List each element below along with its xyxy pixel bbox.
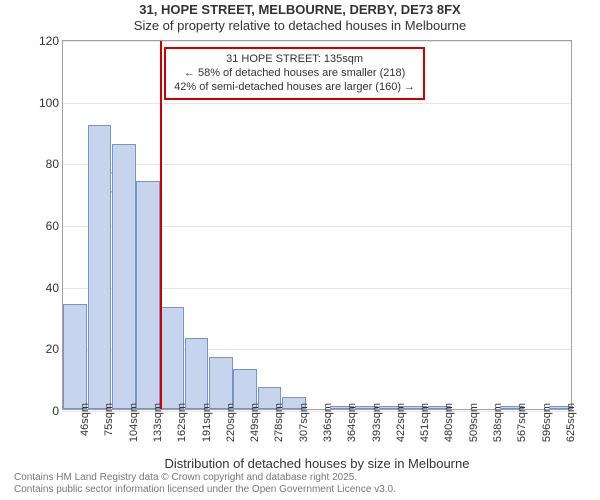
y-tick-label: 40 bbox=[33, 281, 59, 295]
credits: Contains HM Land Registry data © Crown c… bbox=[14, 472, 396, 496]
x-axis-label: Distribution of detached houses by size … bbox=[63, 456, 571, 471]
y-tick-label: 60 bbox=[33, 219, 59, 233]
x-tick-label: 480sqm bbox=[443, 403, 455, 442]
y-tick-label: 80 bbox=[33, 157, 59, 171]
marker-line bbox=[160, 41, 162, 409]
annotation-line: ← 58% of detached houses are smaller (21… bbox=[174, 67, 415, 81]
credits-line2: Contains public sector information licen… bbox=[14, 484, 396, 496]
y-tick-label: 100 bbox=[33, 96, 59, 110]
gridline bbox=[63, 164, 571, 165]
x-tick-label: 567sqm bbox=[516, 403, 528, 442]
histogram-bar bbox=[88, 125, 112, 409]
gridline bbox=[63, 103, 571, 104]
histogram-bar bbox=[160, 307, 184, 409]
histogram-bar bbox=[112, 144, 136, 409]
page-title: 31, HOPE STREET, MELBOURNE, DERBY, DE73 … bbox=[0, 2, 600, 17]
y-tick-label: 120 bbox=[33, 34, 59, 48]
x-tick-label: 307sqm bbox=[298, 403, 310, 442]
y-tick-label: 20 bbox=[33, 342, 59, 356]
x-tick-label: 509sqm bbox=[468, 403, 480, 442]
histogram-bar bbox=[209, 357, 233, 409]
annotation-box: 31 HOPE STREET: 135sqm← 58% of detached … bbox=[164, 47, 425, 100]
histogram-bar bbox=[185, 338, 209, 409]
annotation-line: 42% of semi-detached houses are larger (… bbox=[174, 81, 415, 95]
gridline bbox=[63, 41, 571, 42]
x-tick-label: 625sqm bbox=[565, 403, 577, 442]
histogram-bar bbox=[63, 304, 87, 409]
annotation-line: 31 HOPE STREET: 135sqm bbox=[174, 53, 415, 67]
credits-line1: Contains HM Land Registry data © Crown c… bbox=[14, 472, 396, 484]
y-tick-label: 0 bbox=[33, 404, 59, 418]
page-subtitle: Size of property relative to detached ho… bbox=[0, 18, 600, 33]
histogram-bar bbox=[136, 181, 160, 409]
histogram-chart: Number of detached properties Distributi… bbox=[62, 40, 572, 410]
